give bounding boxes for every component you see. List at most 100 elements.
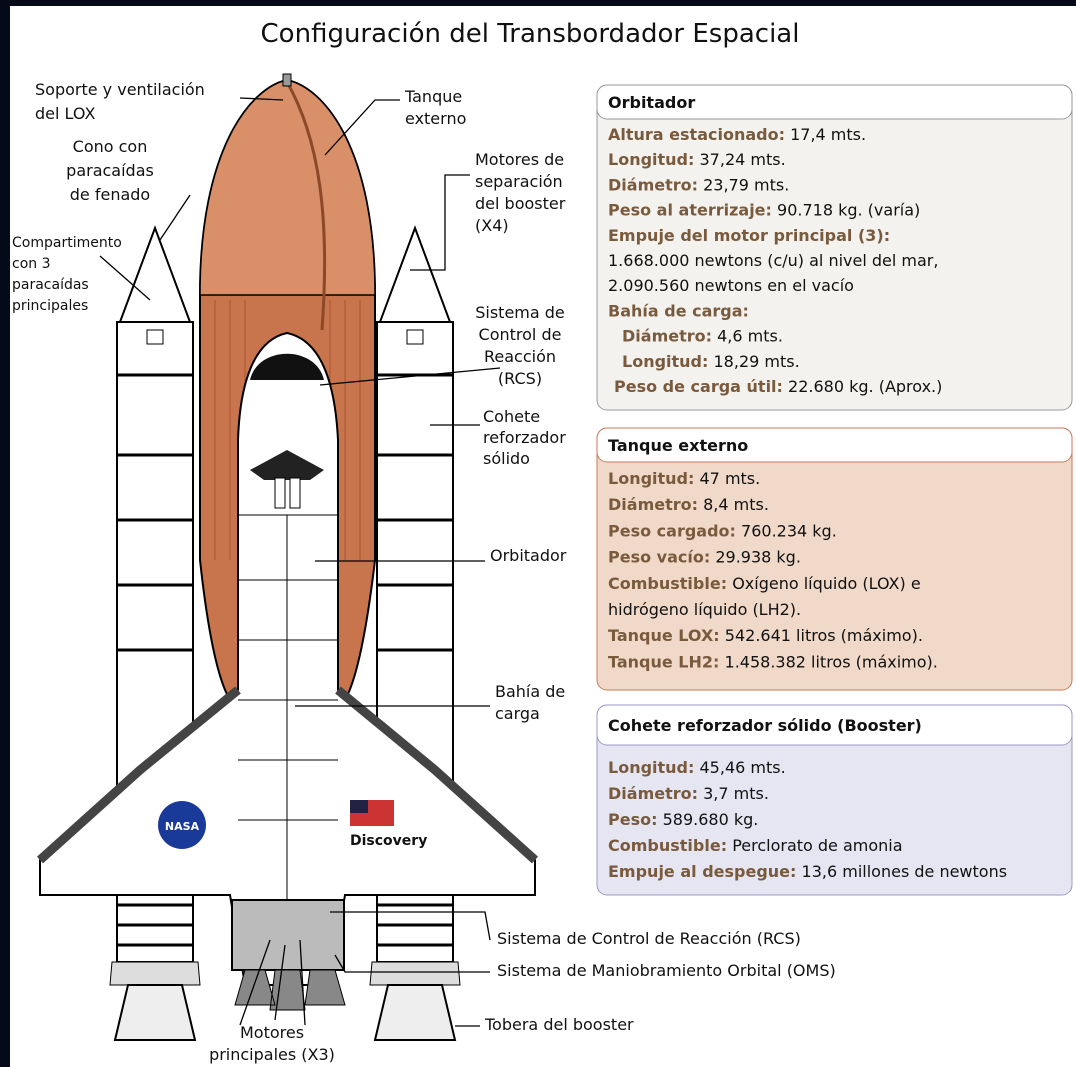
- nasa-logo: NASA: [165, 820, 200, 833]
- panel-row: Bahía de carga:: [608, 301, 749, 320]
- callout-label: Cohete: [483, 407, 540, 426]
- panel-row: Peso al aterrizaje: 90.718 kg. (varía): [608, 201, 920, 220]
- panel-row: Longitud: 47 mts.: [608, 469, 760, 488]
- callout-label: paracaídas: [66, 161, 154, 180]
- callout-label: del LOX: [35, 104, 95, 123]
- row-key: Peso:: [608, 810, 658, 829]
- callout-label: Motores: [240, 1023, 304, 1042]
- row-value: 1.458.382 litros (máximo).: [725, 652, 938, 671]
- panel-row: Longitud: 45,46 mts.: [608, 758, 786, 777]
- row-value: 3,7 mts.: [703, 784, 769, 803]
- panel-row: Tanque LOX: 542.641 litros (máximo).: [608, 626, 923, 645]
- title: Configuración del Transbordador Espacial: [261, 19, 800, 49]
- row-key: Peso vacío:: [608, 548, 710, 567]
- row-value: 1.668.000 newtons (c/u) al nivel del mar…: [608, 251, 938, 270]
- booster-left: [110, 228, 200, 1040]
- row-value: 8,4 mts.: [703, 495, 769, 514]
- panel-row: Diámetro: 23,79 mts.: [608, 175, 789, 194]
- row-key: Tanque LOX:: [608, 626, 720, 645]
- row-key: Bahía de carga:: [608, 301, 749, 320]
- panel-row: Diámetro: 3,7 mts.: [608, 784, 769, 803]
- row-key: Diámetro:: [608, 175, 698, 194]
- row-value: 37,24 mts.: [700, 150, 786, 169]
- row-value: 23,79 mts.: [703, 175, 789, 194]
- row-value: 22.680 kg. (Aprox.): [788, 377, 942, 396]
- row-key: Peso de carga útil:: [614, 377, 783, 396]
- row-key: Longitud:: [622, 352, 708, 371]
- callout-label: sólido: [483, 449, 530, 468]
- row-key: Empuje al despegue:: [608, 862, 796, 881]
- callout-label: principales (X3): [209, 1045, 335, 1064]
- callout-label: Control de: [479, 325, 562, 344]
- panel-row: Diámetro: 4,6 mts.: [622, 327, 783, 346]
- panel-row: Peso cargado: 760.234 kg.: [608, 521, 837, 540]
- callout-label: paracaídas: [12, 277, 89, 293]
- row-key: Peso al aterrizaje:: [608, 201, 772, 220]
- row-value: 589.680 kg.: [663, 810, 759, 829]
- row-key: Diámetro:: [608, 784, 698, 803]
- callout-label: Sistema de Control de Reacción (RCS): [497, 929, 801, 948]
- row-value: 13,6 millones de newtons: [802, 862, 1008, 881]
- callout-label: de fenado: [70, 185, 150, 204]
- callout-label: del booster: [475, 194, 566, 213]
- row-value: 47 mts.: [700, 469, 761, 488]
- callout-label: Motores de: [475, 150, 564, 169]
- panel-row: Combustible: Perclorato de amonia: [608, 836, 903, 855]
- row-key: Combustible:: [608, 574, 727, 593]
- callout-label: Sistema de Maniobramiento Orbital (OMS): [497, 961, 836, 980]
- callout-label: Soporte y ventilación: [35, 80, 205, 99]
- booster-right: [370, 228, 460, 1040]
- callout-label: (RCS): [498, 369, 542, 388]
- row-key: Tanque LH2:: [608, 652, 719, 671]
- row-key: Longitud:: [608, 758, 694, 777]
- callout-label: (X4): [475, 216, 509, 235]
- row-key: Altura estacionado:: [608, 125, 785, 144]
- panel-title: Orbitador: [608, 93, 695, 112]
- panel-row: Peso de carga útil: 22.680 kg. (Aprox.): [614, 377, 942, 396]
- row-key: Diámetro:: [622, 327, 712, 346]
- callout-label: Tobera del booster: [484, 1015, 634, 1034]
- row-value: 4,6 mts.: [717, 327, 783, 346]
- callout-label: reforzador: [483, 428, 566, 447]
- row-key: Diámetro:: [608, 495, 698, 514]
- panel-title: Cohete reforzador sólido (Booster): [608, 716, 922, 735]
- callout-label: Cono con: [73, 137, 148, 156]
- row-key: Longitud:: [608, 150, 694, 169]
- panel-row: 2.090.560 newtons en el vacío: [608, 276, 854, 295]
- panel-row: Altura estacionado: 17,4 mts.: [608, 125, 866, 144]
- panel-title: Tanque externo: [608, 436, 748, 455]
- row-value: 17,4 mts.: [790, 125, 866, 144]
- row-value: 29.938 kg.: [715, 548, 801, 567]
- callout-label: Bahía de: [495, 682, 565, 701]
- panel-row: Longitud: 18,29 mts.: [622, 352, 800, 371]
- row-value: 45,46 mts.: [700, 758, 786, 777]
- row-key: Longitud:: [608, 469, 694, 488]
- panel-row: Tanque LH2: 1.458.382 litros (máximo).: [608, 652, 938, 671]
- row-value: Perclorato de amonia: [732, 836, 902, 855]
- panel-row: hidrógeno líquido (LH2).: [608, 600, 801, 619]
- row-value: 542.641 litros (máximo).: [725, 626, 923, 645]
- callout-label: Orbitador: [490, 546, 567, 565]
- row-key: Empuje del motor principal (3):: [608, 226, 890, 245]
- row-value: Oxígeno líquido (LOX) e: [732, 574, 920, 593]
- callout-label: Reacción: [484, 347, 556, 366]
- row-key: Combustible:: [608, 836, 727, 855]
- panel-row: Peso: 589.680 kg.: [608, 810, 758, 829]
- callout-label: carga: [495, 704, 540, 723]
- panel-row: Combustible: Oxígeno líquido (LOX) e: [608, 574, 921, 593]
- orbiter-name: Discovery: [350, 833, 427, 849]
- diagram: Configuración del Transbordador Espacial: [0, 0, 1076, 1067]
- panel-row: Longitud: 37,24 mts.: [608, 150, 786, 169]
- row-value: 2.090.560 newtons en el vacío: [608, 276, 854, 295]
- callout-label: Tanque: [404, 87, 462, 106]
- row-value: 18,29 mts.: [714, 352, 800, 371]
- panel-row: Diámetro: 8,4 mts.: [608, 495, 769, 514]
- callout-label: externo: [405, 109, 466, 128]
- row-key: Peso cargado:: [608, 521, 736, 540]
- row-value: 760.234 kg.: [741, 521, 837, 540]
- panel-row: Peso vacío: 29.938 kg.: [608, 548, 801, 567]
- panel-row: Empuje al despegue: 13,6 millones de new…: [608, 862, 1007, 881]
- callout-label: Compartimento: [12, 235, 122, 251]
- row-value: hidrógeno líquido (LH2).: [608, 600, 801, 619]
- panel-row: Empuje del motor principal (3):: [608, 226, 890, 245]
